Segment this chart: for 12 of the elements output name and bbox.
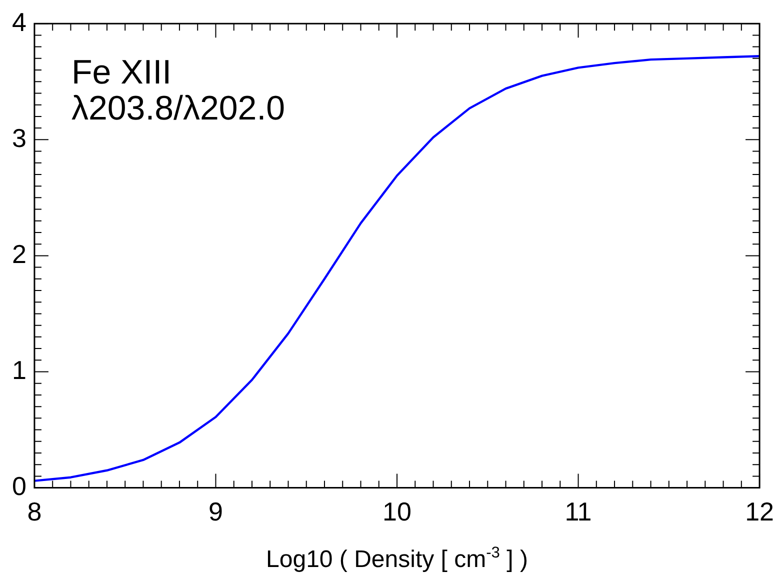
x-tick-label: 8 [27, 496, 42, 527]
x-tick-label: 10 [382, 496, 412, 527]
y-tick-label: 3 [12, 122, 26, 153]
annotation: λ203.8/λ202.0 [71, 90, 286, 128]
y-tick-label: 4 [12, 6, 26, 37]
y-tick-label: 0 [12, 470, 26, 501]
x-tick-label: 12 [745, 496, 774, 527]
annotation: Fe XIII [71, 54, 172, 92]
y-tick-label: 2 [12, 238, 26, 269]
y-tick-label: 1 [12, 354, 26, 385]
x-tick-label: 11 [564, 496, 592, 527]
x-tick-label: 9 [208, 496, 223, 527]
